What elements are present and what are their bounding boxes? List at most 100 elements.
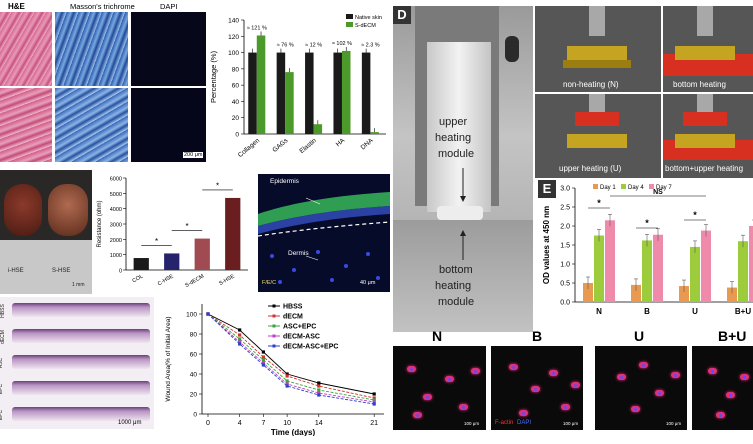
data-point — [317, 388, 321, 392]
cell-nucleus — [674, 373, 677, 377]
fluor-scale-label: 40 μm — [360, 280, 376, 286]
series-line — [207, 313, 375, 401]
x-tick-label: S-dECM — [184, 273, 205, 289]
x-tick-label: U — [692, 307, 698, 316]
wound-area-chart: 0 20 40 60 80 100 0 4 7 10 14 21 Time (days) Wound Ar… — [165, 304, 384, 436]
masson-label: Masson's trichrome — [70, 2, 135, 11]
legend-swatch — [621, 184, 626, 189]
legend-label-native: Native skin — [355, 15, 382, 21]
device-photo: upper heating module bottom heating modu… — [393, 6, 533, 332]
histology-sections: HBSS dECM ASC EPC EPC — [0, 297, 154, 429]
data-point — [285, 384, 289, 388]
x-tick-label: COL — [131, 274, 144, 285]
cell-nucleus — [564, 405, 567, 409]
epidermis-label: Epidermis — [270, 178, 299, 185]
section-scale-label: 1000 μm — [118, 420, 142, 426]
channel-label: F/E/C — [262, 280, 277, 286]
resistance-chart: 0 1000 2000 3000 4000 5000 6000 Resistance (ohm… — [97, 177, 248, 289]
y-tick-label: 0 — [235, 132, 239, 139]
cell-label-n: N — [432, 328, 443, 344]
x-tick-label: HA — [335, 137, 347, 149]
cell-stain-label: F-actin — [495, 420, 514, 426]
cell-nucleus — [416, 413, 419, 417]
y-tick-label: 1000 — [110, 253, 122, 259]
data-point — [261, 361, 265, 365]
cell-nucleus — [462, 405, 465, 409]
fluorescence-overlay — [258, 192, 390, 284]
series-line — [207, 313, 375, 399]
significance-label: * — [597, 198, 601, 208]
render-rod — [697, 94, 713, 112]
bar-od — [605, 220, 615, 302]
legend-label: ASC+EPC — [283, 324, 316, 331]
data-point — [372, 398, 376, 402]
bar-native-skin — [333, 52, 342, 135]
legend-marker — [272, 334, 276, 338]
y-tick-label: 120 — [228, 34, 239, 41]
render-bottom-upper-heating: bottom+upper heating — [663, 94, 753, 178]
data-point — [238, 328, 242, 332]
x-tick-label: 7 — [261, 420, 265, 427]
bar-native-skin — [305, 52, 314, 135]
data-point — [317, 381, 321, 385]
data-point — [317, 391, 321, 395]
cell-label-bu: B+U — [718, 328, 747, 344]
y-tick-label: 20 — [232, 115, 240, 122]
cell-nucleus — [574, 383, 577, 387]
render-label-u: upper heating (U) — [559, 164, 622, 173]
skin-photo: i-HSE S-HSE 1 mm — [0, 170, 92, 294]
bar-od — [594, 235, 604, 302]
y-tick-label: 60 — [232, 83, 240, 90]
section-strip — [12, 355, 150, 369]
data-point — [238, 340, 242, 344]
data-point — [372, 392, 376, 396]
legend-marker — [272, 304, 276, 308]
series-line — [207, 313, 375, 395]
render-upper-heating: upper heating (U) — [535, 94, 661, 178]
y-tick-label: 40 — [190, 372, 198, 379]
data-point — [372, 396, 376, 400]
panel-letter-d: D — [393, 6, 411, 24]
y-tick-label: 3.0 — [560, 186, 570, 193]
legend-label: dECM-ASC+EPC — [283, 344, 338, 351]
photo-label-left: i-HSE — [8, 268, 24, 274]
y-tick-label: 20 — [190, 392, 198, 399]
legend-label: HBSS — [283, 304, 303, 311]
render-dish — [675, 46, 735, 60]
significance-label: NS — [653, 189, 663, 196]
cell-nucleus — [634, 407, 637, 411]
well-plate-base — [0, 240, 92, 294]
data-point — [261, 358, 265, 362]
y-tick-label: 1.5 — [560, 243, 570, 250]
cell-nucleus — [743, 375, 746, 379]
y-tick-label: 2.0 — [560, 224, 570, 231]
y-tick-label: 4000 — [110, 207, 122, 213]
x-tick-label: 4 — [238, 420, 242, 427]
legend-label: Day 7 — [656, 185, 672, 191]
bottom-module-label-1: bottom — [439, 264, 473, 276]
legend-label: Day 4 — [628, 185, 644, 191]
legend-marker — [272, 344, 276, 348]
device-arrows — [460, 168, 466, 260]
cell-image-bu — [692, 346, 753, 430]
section-row-label: HBSS — [0, 304, 6, 318]
y-axis-label: OD values at 450 nm — [542, 206, 551, 284]
cell-scale-n: 100 μm — [464, 421, 480, 426]
y-tick-label: 6000 — [110, 177, 122, 183]
y-tick-label: 40 — [232, 99, 240, 106]
skin-sample-left — [4, 184, 42, 236]
data-point — [238, 333, 242, 337]
he-image-top — [0, 12, 52, 86]
render-dish — [567, 134, 627, 148]
cell-image-b — [491, 346, 583, 430]
photo-label-right: S-HSE — [52, 268, 71, 274]
bar-od — [679, 286, 689, 302]
x-tick-label: S-HSE — [218, 273, 236, 287]
percent-label: ≈ 76 % — [277, 43, 294, 49]
x-axis-label: Time (days) — [271, 428, 316, 436]
significance-label: * — [645, 218, 649, 228]
bar-od — [749, 226, 753, 302]
x-tick-label: 21 — [370, 420, 378, 427]
legend-label-sdecm: S-dECM — [355, 23, 376, 29]
